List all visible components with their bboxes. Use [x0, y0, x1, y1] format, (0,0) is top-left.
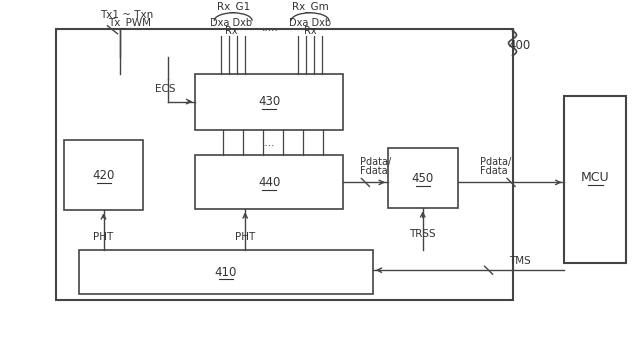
- Bar: [79, 250, 373, 294]
- Text: 400: 400: [508, 39, 531, 52]
- Text: Rx_G1: Rx_G1: [216, 1, 250, 12]
- Text: Rx_Gm: Rx_Gm: [292, 1, 328, 12]
- Text: Tx_PWM: Tx_PWM: [109, 17, 152, 28]
- Text: TMS: TMS: [509, 256, 531, 266]
- Text: Rx: Rx: [225, 26, 237, 36]
- Text: ECS: ECS: [155, 84, 175, 94]
- Text: Dxa Dxb: Dxa Dxb: [289, 18, 331, 28]
- Text: 450: 450: [412, 172, 434, 185]
- Text: Dxa Dxb: Dxa Dxb: [210, 18, 252, 28]
- Text: 430: 430: [258, 95, 280, 108]
- Bar: [63, 141, 143, 210]
- Text: PHT: PHT: [93, 232, 114, 242]
- Text: Rx: Rx: [304, 26, 316, 36]
- Text: PHT: PHT: [235, 232, 255, 242]
- Bar: [195, 155, 343, 209]
- Bar: [388, 149, 458, 208]
- Text: .....: .....: [262, 23, 278, 33]
- Text: MCU: MCU: [581, 171, 610, 184]
- Text: Fdata: Fdata: [360, 167, 388, 176]
- Text: TRSS: TRSS: [410, 229, 436, 239]
- Bar: [564, 96, 627, 263]
- Text: Fdata: Fdata: [479, 167, 508, 176]
- Text: 440: 440: [258, 176, 280, 189]
- Text: 420: 420: [92, 169, 115, 182]
- Text: Tx1 ~ Txn: Tx1 ~ Txn: [100, 10, 154, 20]
- Text: 410: 410: [214, 266, 237, 279]
- Bar: [195, 74, 343, 129]
- Text: ....: ....: [262, 138, 276, 149]
- Text: Pdata/: Pdata/: [479, 158, 511, 168]
- Text: Pdata/: Pdata/: [360, 158, 391, 168]
- Bar: [56, 29, 513, 300]
